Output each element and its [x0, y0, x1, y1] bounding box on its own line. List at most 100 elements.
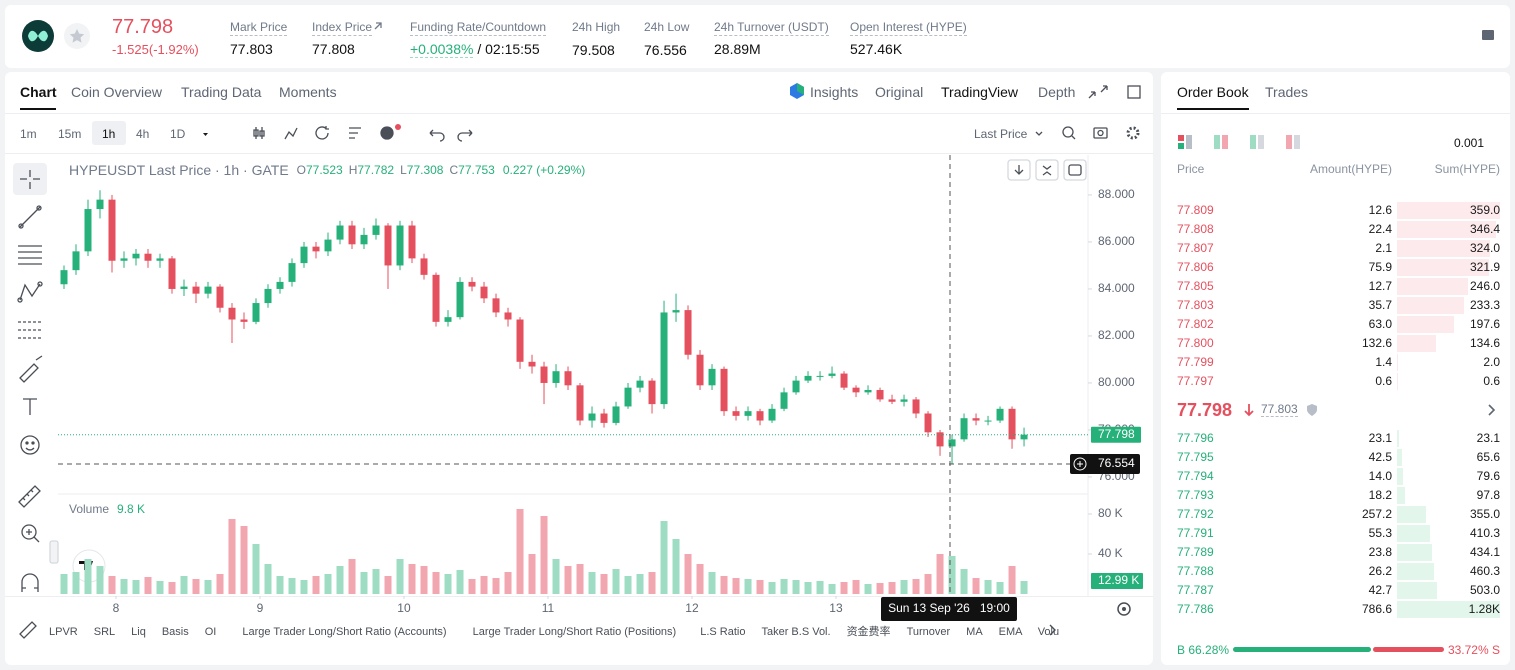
indicator[interactable]: Basis [162, 626, 189, 638]
candle-body [288, 263, 296, 282]
view[interactable]: Depth [1038, 84, 1076, 100]
stat-label: 24h High [572, 20, 621, 34]
interval[interactable]: 15m [58, 127, 82, 141]
interval[interactable]: 4h [136, 127, 150, 141]
interval[interactable]: 1D [170, 127, 186, 141]
tab[interactable]: Chart [20, 84, 57, 100]
stat: Funding Rate/Countdown +0.0038% / 02:15:5… [410, 18, 547, 58]
view[interactable]: TradingView [941, 84, 1019, 100]
candle-body [852, 387, 860, 393]
indicator[interactable]: Liq [131, 626, 146, 638]
view[interactable]: Original [875, 84, 924, 100]
row-price: 77.797 [1177, 374, 1214, 388]
candle-body [816, 375, 824, 377]
row-amount: 132.6 [1361, 336, 1392, 350]
chevron[interactable] [1487, 403, 1497, 417]
indicator[interactable]: MA [966, 626, 983, 638]
tab[interactable]: Trading Data [181, 84, 262, 100]
candle-body [252, 303, 260, 322]
candle-body [348, 225, 356, 245]
legend-key: C [449, 163, 458, 177]
buy-ratio: B 66.28% [1177, 643, 1229, 657]
candle-body [468, 281, 476, 287]
tab[interactable]: Moments [279, 84, 337, 100]
volume-bar [696, 564, 704, 594]
indicator[interactable]: Large Trader Long/Short Ratio (Positions… [473, 626, 677, 638]
book-icon[interactable] [1480, 27, 1496, 43]
interval[interactable]: 1h [102, 127, 116, 141]
candle-body [792, 380, 800, 393]
buy-tag: B [1177, 643, 1186, 657]
depth-bar [1397, 506, 1426, 523]
row-amount: 22.4 [1368, 222, 1392, 236]
price-type[interactable]: Last Price [974, 127, 1028, 141]
volume-bar [996, 582, 1004, 594]
row-price: 77.795 [1177, 450, 1214, 464]
row-sum: 410.3 [1469, 526, 1500, 540]
drawing-tools [13, 163, 59, 639]
volume-bar [360, 572, 368, 594]
volume-bar [720, 576, 728, 594]
indicator[interactable]: 资金费率 [847, 624, 891, 638]
stat-label: 24h Low [644, 20, 690, 34]
ob-tab[interactable]: Order Book [1177, 84, 1249, 100]
y-tick-label: 84.000 [1098, 281, 1135, 295]
settings-icon[interactable] [1117, 602, 1131, 616]
precision[interactable]: 0.001 [1454, 136, 1485, 150]
volume-bar [348, 559, 356, 594]
depth-bar [1397, 487, 1405, 504]
volume-bar [864, 584, 872, 594]
legend-key: L [400, 163, 407, 177]
price-change: -1.525(-1.92%) [112, 42, 199, 57]
candle-body [804, 375, 812, 381]
x-tick-label: 10 [397, 601, 411, 615]
stat-value: 79.508 [572, 42, 615, 58]
indicator[interactable]: L.S Ratio [700, 626, 745, 638]
row-sum: 79.6 [1476, 469, 1500, 483]
toolbar-icons [203, 85, 1141, 142]
volume-current: 9.8 K [117, 502, 145, 516]
indicator[interactable]: LPVR [49, 626, 78, 638]
volume-bar [408, 564, 416, 594]
candle-body [432, 274, 440, 322]
candle-body [240, 319, 248, 322]
indicator[interactable]: OI [205, 626, 217, 638]
legend-buttons[interactable] [1007, 159, 1087, 181]
candle-body [756, 411, 764, 421]
volume-bar [108, 576, 116, 594]
row-price: 77.789 [1177, 545, 1214, 559]
indicator[interactable]: Turnover [907, 626, 951, 638]
volume-bar [876, 583, 884, 594]
layout-icons[interactable] [1177, 134, 1307, 150]
row-price: 77.791 [1177, 526, 1214, 540]
volume-bar [156, 581, 164, 594]
buy-bar [1233, 647, 1371, 652]
candle-body [204, 286, 212, 294]
candle-body [708, 368, 716, 386]
volume-bar [828, 584, 836, 594]
volume-bar [504, 572, 512, 594]
volume-bar [84, 559, 92, 594]
crosshair-x-tag [880, 597, 1017, 621]
candle-body [516, 319, 524, 362]
volume-bar [936, 554, 944, 594]
y-tick-label: 82.000 [1098, 328, 1135, 342]
volume-bar [948, 556, 956, 594]
row-price: 77.792 [1177, 507, 1214, 521]
candle-body [312, 246, 320, 252]
candle-body [336, 225, 344, 240]
volume-bar [264, 564, 272, 594]
logo [22, 20, 90, 52]
crosshair-x-label: Sun 13 Sep '26 19:00 [888, 601, 1010, 615]
indicator[interactable]: Taker B.S Vol. [761, 626, 830, 638]
indicator[interactable]: SRL [94, 626, 115, 638]
indicator[interactable]: EMA [999, 626, 1024, 638]
volume-bar [888, 582, 896, 594]
row-amount: 257.2 [1361, 507, 1392, 521]
indicator[interactable]: Volu [1038, 626, 1059, 638]
indicator[interactable]: Large Trader Long/Short Ratio (Accounts) [242, 626, 446, 638]
tab[interactable]: Coin Overview [71, 84, 163, 100]
interval[interactable]: 1m [20, 127, 37, 141]
view[interactable]: Insights [810, 84, 859, 100]
ob-tab[interactable]: Trades [1265, 84, 1309, 100]
